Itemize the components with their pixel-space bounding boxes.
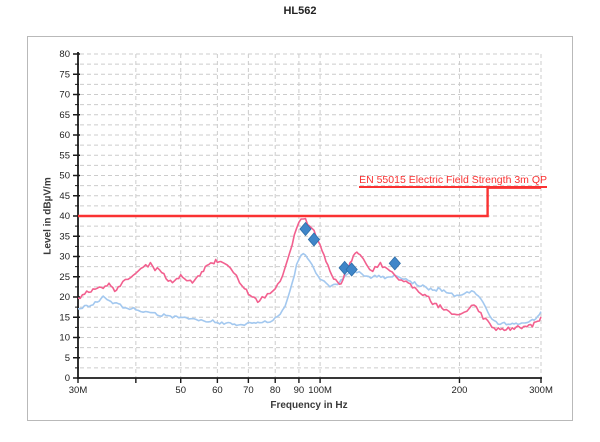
final-measurement-diamond-icon: [299, 221, 312, 237]
final-measurement-diamond-icon: [345, 262, 358, 277]
final-measurement-diamond-icon: [307, 232, 321, 247]
y-tick-label: 70: [59, 90, 70, 101]
x-tick-label: 80: [270, 385, 281, 396]
chart-panel: 0 5 10 15 20 25 30 35 40 45 50 55 60 65 70 75 80 30M 50 60 7…: [27, 36, 573, 421]
y-tick-label: 35: [59, 231, 70, 242]
x-tick-label: 70: [243, 385, 254, 396]
trace-pink-peak: [77, 217, 542, 332]
final-measurement-diamond-icon: [388, 256, 401, 271]
y-tick-label: 30: [59, 252, 70, 263]
x-axis-title: Frequency in Hz: [270, 400, 348, 411]
limit-annotation: EN 55015 Electric Field Strength 3m QP: [359, 174, 547, 188]
y-tick-label: 45: [59, 191, 70, 202]
plot-area: 0 5 10 15 20 25 30 35 40 45 50 55 60 65 70 75 80 30M 50 60 7…: [59, 49, 553, 396]
h-gridlines: [80, 53, 541, 369]
y-tick-label: 80: [59, 49, 70, 60]
x-ticks: [77, 378, 542, 383]
y-tick-label: 65: [59, 110, 70, 121]
y-tick-label: 55: [59, 150, 70, 161]
y-tick-label: 5: [65, 353, 70, 364]
y-tick-label: 15: [59, 312, 70, 323]
x-tick-label: 60: [212, 385, 223, 396]
y-axis-title: Level in dBµV/m: [42, 177, 54, 255]
chart-title: HL562: [283, 5, 317, 17]
y-tick-label: 50: [59, 171, 70, 182]
x-tick-label: 300M: [529, 385, 553, 396]
y-ticks-major: [73, 53, 80, 379]
limit-en55015-qp-3m: [78, 186, 541, 218]
x-tick-label: 100M: [308, 385, 332, 396]
y-tick-label: 0: [65, 373, 70, 384]
x-tick-label: 90: [294, 385, 305, 396]
x-tick-label: 30M: [69, 385, 88, 396]
y-tick-label: 10: [59, 333, 70, 344]
y-ticks-minor: [75, 63, 79, 369]
x-tick-label: 200: [452, 385, 468, 396]
y-tick-label: 75: [59, 69, 70, 80]
y-tick-label: 40: [59, 211, 70, 222]
y-tick-label: 25: [59, 272, 70, 283]
y-tick-label: 20: [59, 292, 70, 303]
y-tick-label: 60: [59, 130, 70, 141]
trace-blue-average: [77, 252, 542, 327]
x-tick-label: 50: [175, 385, 186, 396]
